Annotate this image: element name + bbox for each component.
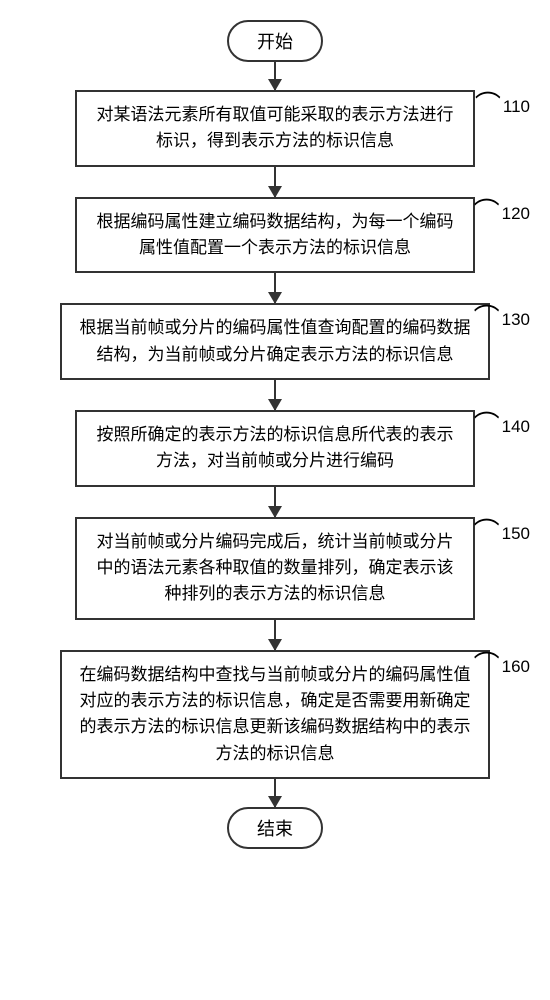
arrow xyxy=(274,273,276,303)
brace-icon: ⌒ xyxy=(474,305,500,331)
step-row: 按照所确定的表示方法的标识信息所代表的表示方法，对当前帧或分片进行编码 ⌒ 14… xyxy=(20,410,530,487)
step-row: 根据当前帧或分片的编码属性值查询配置的编码数据结构，为当前帧或分片确定表示方法的… xyxy=(20,303,530,380)
step-row: 根据编码属性建立编码数据结构，为每一个编码属性值配置一个表示方法的标识信息 ⌒ … xyxy=(20,197,530,274)
arrow xyxy=(274,487,276,517)
step-label: ⌒ 140 xyxy=(474,414,530,440)
brace-icon: ⌒ xyxy=(474,199,500,225)
step-id: 120 xyxy=(502,204,530,224)
step-id: 110 xyxy=(503,97,530,117)
process-140: 按照所确定的表示方法的标识信息所代表的表示方法，对当前帧或分片进行编码 xyxy=(75,410,475,487)
brace-icon: ⌒ xyxy=(475,92,501,118)
step-row: 在编码数据结构中查找与当前帧或分片的编码属性值对应的表示方法的标识信息，确定是否… xyxy=(20,650,530,779)
arrow xyxy=(274,167,276,197)
step-row: 对某语法元素所有取值可能采取的表示方法进行标识，得到表示方法的标识信息 ⌒ 11… xyxy=(20,90,530,167)
step-label: ⌒ 160 xyxy=(474,654,530,680)
terminal-start: 开始 xyxy=(227,20,323,62)
step-label: ⌒ 150 xyxy=(474,521,530,547)
step-id: 140 xyxy=(502,417,530,437)
step-id: 160 xyxy=(502,657,530,677)
step-label: ⌒ 120 xyxy=(474,201,530,227)
arrow xyxy=(274,62,276,90)
flowchart: 开始 对某语法元素所有取值可能采取的表示方法进行标识，得到表示方法的标识信息 ⌒… xyxy=(20,20,530,849)
process-150: 对当前帧或分片编码完成后，统计当前帧或分片中的语法元素各种取值的数量排列，确定表… xyxy=(75,517,475,620)
brace-icon: ⌒ xyxy=(474,412,500,438)
process-160: 在编码数据结构中查找与当前帧或分片的编码属性值对应的表示方法的标识信息，确定是否… xyxy=(60,650,490,779)
arrow xyxy=(274,380,276,410)
step-id: 130 xyxy=(502,310,530,330)
step-row: 对当前帧或分片编码完成后，统计当前帧或分片中的语法元素各种取值的数量排列，确定表… xyxy=(20,517,530,620)
brace-icon: ⌒ xyxy=(474,652,500,678)
arrow xyxy=(274,779,276,807)
terminal-end: 结束 xyxy=(227,807,323,849)
process-120: 根据编码属性建立编码数据结构，为每一个编码属性值配置一个表示方法的标识信息 xyxy=(75,197,475,274)
step-label: ⌒ 130 xyxy=(474,307,530,333)
brace-icon: ⌒ xyxy=(474,519,500,545)
process-110: 对某语法元素所有取值可能采取的表示方法进行标识，得到表示方法的标识信息 xyxy=(75,90,475,167)
arrow xyxy=(274,620,276,650)
process-130: 根据当前帧或分片的编码属性值查询配置的编码数据结构，为当前帧或分片确定表示方法的… xyxy=(60,303,490,380)
step-label: ⌒ 110 xyxy=(475,94,530,120)
step-id: 150 xyxy=(502,524,530,544)
